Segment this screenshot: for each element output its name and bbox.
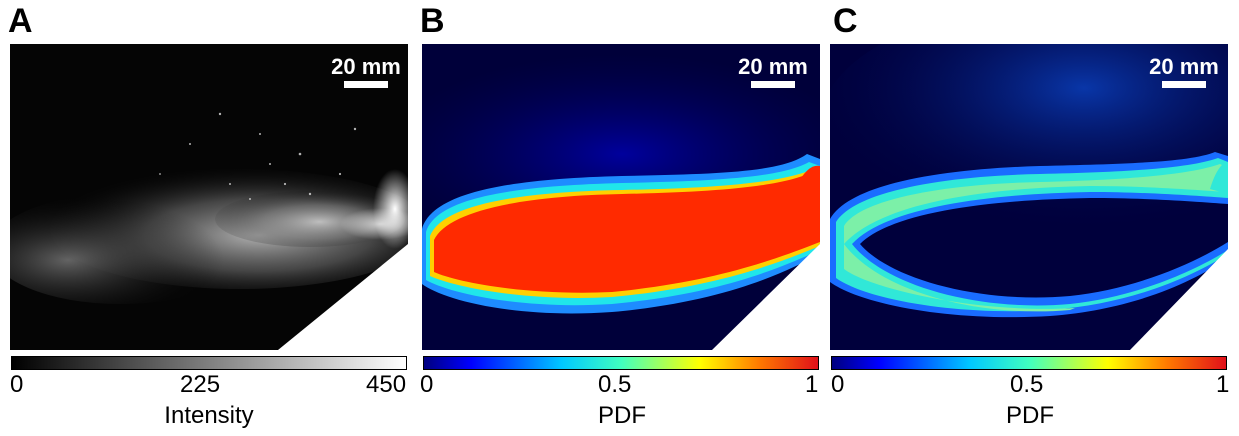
panel-a-tick-mid: 225 (180, 371, 221, 398)
panel-b-scale-bar: 20 mm (733, 56, 813, 88)
panel-a-scale-bar: 20 mm (326, 56, 406, 88)
panel-c-letter: C (833, 2, 858, 40)
scale-bar-line (344, 81, 388, 88)
panel-a-tick-max: 450 (366, 371, 407, 398)
panel-a-colorbar (11, 356, 407, 370)
panel-c-scale-bar: 20 mm (1144, 56, 1224, 88)
panel-c-tick-mid: 0.5 (1010, 371, 1044, 398)
panel-b-colorbar-label: PDF (598, 402, 646, 429)
panel-c-image (830, 44, 1228, 350)
panel-c-colorbar (831, 356, 1227, 370)
scale-bar-label: 20 mm (331, 54, 401, 79)
panel-c-tick-max: 1 (1216, 371, 1230, 398)
panel-b-tick-0: 0 (420, 371, 434, 398)
panel-c-colorbar-label: PDF (1006, 402, 1054, 429)
panel-c-tick-0: 0 (831, 371, 845, 398)
panel-a-colorbar-label: Intensity (164, 402, 254, 429)
panel-a-tick-0: 0 (10, 371, 24, 398)
panel-b-image (422, 44, 820, 350)
panel-b-tick-mid: 0.5 (598, 371, 632, 398)
panel-a-image (10, 44, 408, 350)
panel-b-colorbar (423, 356, 819, 370)
scale-bar-label: 20 mm (738, 54, 808, 79)
panel-b-letter: B (420, 2, 445, 40)
scale-bar-line (1162, 81, 1206, 88)
scale-bar-line (751, 81, 795, 88)
panel-a-letter: A (8, 2, 33, 40)
panel-b-tick-max: 1 (805, 371, 819, 398)
scale-bar-label: 20 mm (1149, 54, 1219, 79)
